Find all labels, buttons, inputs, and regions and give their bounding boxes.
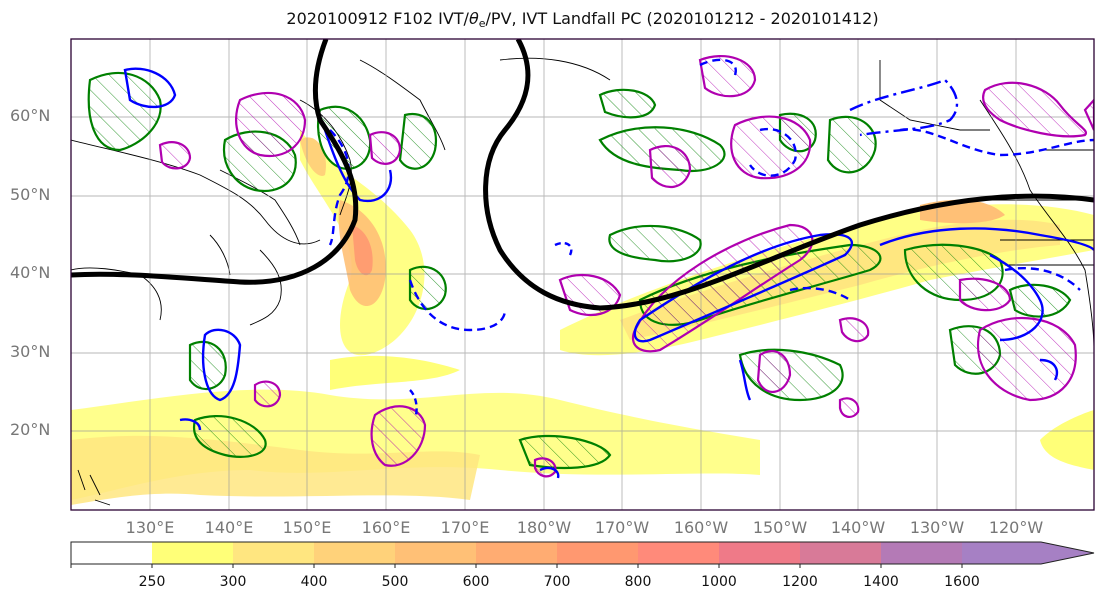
- colorbar-tick-label: 1400: [863, 574, 899, 590]
- colorbar-swatch: [800, 542, 881, 564]
- lon-label: 150°W: [752, 518, 808, 537]
- colorbar-swatch: [71, 542, 152, 564]
- trough-lines: [71, 39, 1094, 311]
- colorbar-swatch: [557, 542, 638, 564]
- colorbar-extend-arrow: [962, 542, 1094, 564]
- lat-label: 40°N: [10, 263, 51, 282]
- coastlines: [71, 57, 1094, 506]
- lon-label: 160°E: [361, 518, 411, 537]
- map-plot-area: [71, 39, 1094, 510]
- lon-label: 170°E: [440, 518, 490, 537]
- colorbar-tick-label: 1000: [701, 574, 737, 590]
- colorbar-tick-label: 600: [462, 574, 490, 590]
- colorbar-tick-label: 700: [543, 574, 571, 590]
- lon-label: 150°E: [282, 518, 332, 537]
- colorbar-swatch: [233, 542, 314, 564]
- lon-label: 120°W: [988, 518, 1044, 537]
- colorbar-swatch: [395, 542, 476, 564]
- lon-label: 180°W: [516, 518, 572, 537]
- colorbar-tick-label: 300: [219, 574, 247, 590]
- colorbar-tick-label: 800: [624, 574, 652, 590]
- colorbar-tick-label: 1600: [944, 574, 980, 590]
- lat-label: 20°N: [10, 420, 51, 439]
- lon-label: 130°W: [909, 518, 965, 537]
- colorbar-tick-label: 1200: [782, 574, 818, 590]
- title-theta: θ: [468, 9, 479, 28]
- colorbar-swatch: [314, 542, 395, 564]
- colorbar-outline: [70, 541, 1095, 565]
- lon-label: 170°W: [594, 518, 650, 537]
- lat-label: 60°N: [10, 106, 51, 125]
- title-part: 2020100912 F102 IVT/: [286, 9, 469, 28]
- magenta-contours: [158, 55, 1094, 478]
- map-frame: [70, 38, 1095, 511]
- colorbar-swatch: [881, 542, 962, 564]
- lon-label: 140°E: [204, 518, 254, 537]
- colorbar-tick-label: 250: [138, 574, 166, 590]
- title-part: /PV, IVT Landfall PC (2020101212 - 20201…: [485, 9, 879, 28]
- colorbar: [70, 541, 1095, 568]
- colorbar-swatch: [476, 542, 557, 564]
- lon-label: 140°W: [830, 518, 886, 537]
- colorbar-tick-label: 400: [300, 574, 328, 590]
- lat-label: 50°N: [10, 185, 51, 204]
- colorbar-swatch: [638, 542, 719, 564]
- lon-label: 130°E: [125, 518, 175, 537]
- map-title: 2020100912 F102 IVT/θe/PV, IVT Landfall …: [0, 9, 1105, 30]
- title-subscript: e: [478, 17, 486, 30]
- colorbar-swatch: [719, 542, 800, 564]
- blue-contours: [123, 58, 1094, 479]
- colorbar-swatch: [152, 542, 233, 564]
- lon-label: 160°W: [673, 518, 729, 537]
- colorbar-tick-label: 500: [381, 574, 409, 590]
- lat-label: 30°N: [10, 342, 51, 361]
